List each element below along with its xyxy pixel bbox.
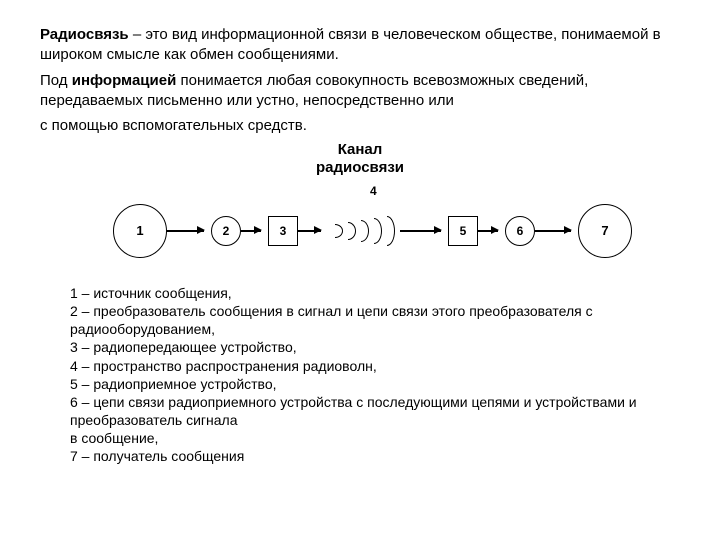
para2-pre: Под [40, 72, 72, 89]
para1-rest: – это вид информационной связи в человеч… [40, 26, 661, 63]
node-6: 6 [505, 216, 535, 246]
node-3: 3 [268, 216, 298, 246]
channel-label: Канал радиосвязи [40, 141, 680, 176]
channel-label-line1: Канал [338, 141, 383, 158]
node-7: 7 [578, 204, 632, 258]
legend-6b: в сообщение, [70, 429, 680, 447]
legend-7: 7 – получатель сообщения [70, 447, 680, 465]
node-2: 2 [211, 216, 241, 246]
legend-5: 5 – радиоприемное устройство, [70, 375, 680, 393]
arrow-1-2 [167, 230, 204, 232]
wave-arc [361, 220, 369, 242]
term-radio: Радиосвязь [40, 26, 129, 43]
wave-arc [335, 224, 343, 238]
node-1: 1 [113, 204, 167, 258]
term-information: информацией [72, 72, 177, 89]
wave-arc [348, 222, 356, 240]
channel-label-line2: радиосвязи [316, 159, 404, 176]
radio-diagram: 1 23 56 7 4 [40, 176, 680, 276]
paragraph-2: Под информацией понимается любая совокуп… [40, 71, 680, 112]
wave-arc [374, 218, 382, 244]
arrow-waves-5 [400, 230, 441, 232]
legend: 1 – источник сообщения, 2 – преобразоват… [40, 284, 680, 466]
legend-1: 1 – источник сообщения, [70, 284, 680, 302]
waves-node-4 [330, 216, 395, 246]
label-4: 4 [370, 184, 377, 198]
arrow-5-6 [478, 230, 498, 232]
legend-3: 3 – радиопередающее устройство, [70, 338, 680, 356]
paragraph-3: с помощью вспомогательных средств. [40, 116, 680, 136]
paragraph-1: Радиосвязь – это вид информационной связ… [40, 25, 680, 66]
arrow-6-7 [535, 230, 571, 232]
legend-2: 2 – преобразователь сообщения в сигнал и… [70, 302, 680, 338]
legend-4: 4 – пространство распространения радиово… [70, 357, 680, 375]
wave-arc [387, 216, 395, 246]
arrow-2-3 [241, 230, 261, 232]
legend-6: 6 – цепи связи радиоприемного устройства… [70, 393, 680, 429]
arrow-3-waves [298, 230, 321, 232]
node-5: 5 [448, 216, 478, 246]
